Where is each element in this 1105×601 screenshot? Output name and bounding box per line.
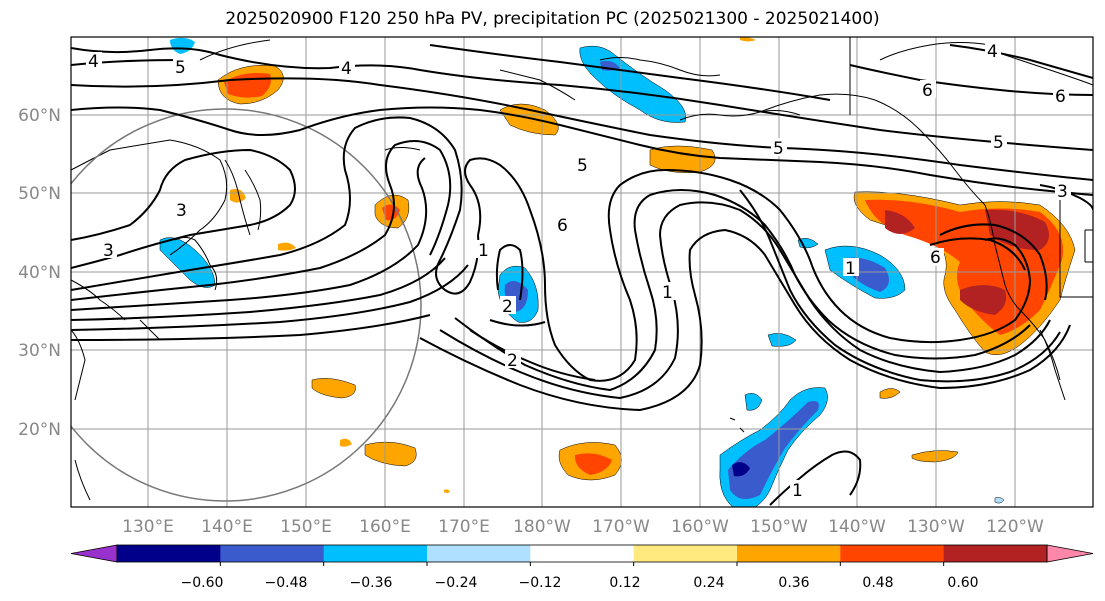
contour-label: 6	[1055, 87, 1066, 107]
coastlines	[71, 37, 1093, 501]
lon-label: 120°W	[986, 517, 1044, 537]
lat-label: 20°N	[18, 420, 61, 440]
map-title: 2025020900 F120 250 hPa PV, precipitatio…	[225, 9, 880, 29]
colorbar-segment	[220, 545, 325, 562]
lon-label: 140°W	[828, 517, 886, 537]
contour-label: 3	[1057, 182, 1068, 202]
precip-blob-subtropical-2	[364, 441, 417, 467]
colorbar-segment	[633, 545, 738, 562]
colorbar-tick: 0.12	[609, 575, 640, 591]
contour-label: 5	[175, 58, 186, 78]
lon-label: 170°W	[592, 517, 650, 537]
colorbar-tick: −0.12	[519, 575, 562, 591]
contour-label: 6	[930, 248, 941, 268]
lon-label: 180°W	[513, 517, 571, 537]
contour-label: 4	[341, 59, 352, 79]
map-plot-area: 4 5 4 3 5 4 6 6 5 5 3 3 1 2	[71, 37, 1093, 507]
precip-blob-subtropical-1	[311, 378, 356, 399]
lat-label: 40°N	[18, 263, 61, 283]
lon-label: 130°W	[907, 517, 965, 537]
lon-label: 170°E	[438, 517, 490, 537]
contour-label: 1	[792, 481, 803, 501]
lon-label: 140°E	[201, 517, 253, 537]
latitude-labels: 60°N 50°N 40°N 30°N 20°N	[18, 106, 61, 440]
contour-label: 6	[557, 216, 568, 236]
colorbar-extension-high	[1046, 544, 1094, 563]
pv-contours	[71, 44, 1093, 506]
colorbar-frame	[116, 544, 1048, 563]
lon-label: 160°E	[359, 517, 411, 537]
graticule	[71, 37, 1093, 507]
contour-label: 5	[577, 156, 588, 176]
contour-label: 5	[993, 133, 1004, 153]
colorbar-tick: 0.48	[862, 575, 893, 591]
lat-label: 60°N	[18, 106, 61, 126]
colorbar-tick: −0.60	[181, 575, 224, 591]
contour-label: 3	[103, 241, 114, 261]
lat-label: 30°N	[18, 341, 61, 361]
colorbar-tick: 0.24	[693, 575, 724, 591]
contour-label: 1	[662, 283, 673, 303]
contour-label: 5	[773, 139, 784, 159]
colorbar-tick: −0.36	[350, 575, 393, 591]
lon-label: 150°E	[280, 517, 332, 537]
colorbar-segment	[323, 545, 428, 562]
precip-blob-north-kamchatka	[170, 37, 195, 54]
contour-label: 2	[502, 297, 513, 317]
colorbar-tick: −0.24	[435, 575, 478, 591]
colorbar	[70, 544, 1094, 566]
colorbar-extension-low	[70, 544, 118, 563]
map-frame	[70, 36, 1094, 508]
colorbar-segment	[530, 545, 635, 562]
contour-label: 3	[176, 201, 187, 221]
contour-label: 2	[507, 351, 518, 371]
contour-label: 4	[88, 52, 99, 72]
colorbar-segment	[840, 545, 945, 562]
colorbar-tick-labels: −0.60 −0.48 −0.36 −0.24 −0.12 0.12 0.24 …	[181, 575, 979, 591]
contour-label: 1	[845, 259, 856, 279]
colorbar-tick: 0.36	[778, 575, 809, 591]
contour-label: 4	[987, 42, 998, 62]
contour-label: 6	[922, 81, 933, 101]
colorbar-tick: 0.60	[947, 575, 978, 591]
lon-label: 160°W	[671, 517, 729, 537]
colorbar-tick: −0.48	[265, 575, 308, 591]
lon-label: 150°W	[750, 517, 808, 537]
lat-label: 50°N	[18, 184, 61, 204]
distance-ring	[71, 108, 422, 502]
contour-label: 1	[478, 241, 489, 261]
colorbar-segment	[427, 545, 531, 562]
lon-label: 130°E	[122, 517, 174, 537]
colorbar-segment	[117, 545, 221, 562]
contour-labels: 4 5 4 3 5 4 6 6 5 5 3 3 1 2	[86, 42, 1071, 501]
colorbar-segment	[943, 545, 1048, 562]
longitude-labels: 130°E 140°E 150°E 160°E 170°E 180°W 170°…	[122, 517, 1044, 537]
colorbar-segment	[737, 545, 841, 562]
